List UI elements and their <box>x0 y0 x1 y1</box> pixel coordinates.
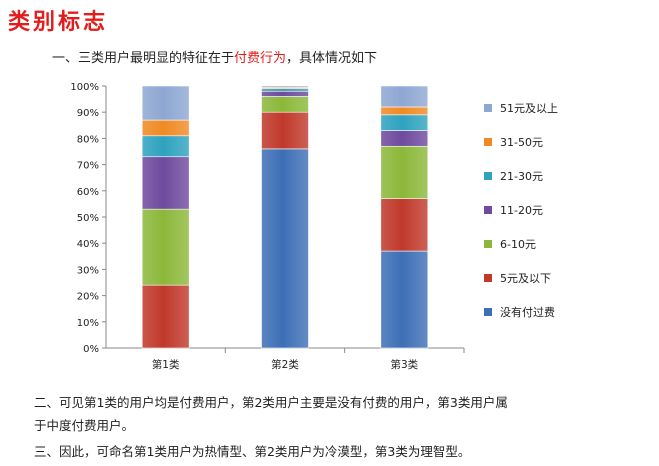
paragraph-two-line2: 于中度付费用户。 <box>34 418 135 433</box>
bar-segment <box>141 208 190 286</box>
legend-label: 21-30元 <box>500 170 543 183</box>
x-tick-label: 第1类 <box>152 358 180 371</box>
intro-line: 一、三类用户最明显的特征在于付费行为，具体情况如下 <box>52 47 377 66</box>
y-tick-label: 40% <box>77 239 99 250</box>
bar-segment <box>261 90 309 97</box>
y-tick-label: 30% <box>77 265 99 276</box>
bar-segment <box>380 106 429 116</box>
y-tick-label: 10% <box>77 318 99 329</box>
bar-segment <box>380 85 429 108</box>
page-title: 类别标志 <box>8 9 109 35</box>
legend-label: 没有付过费 <box>500 305 555 319</box>
y-tick-label: 20% <box>77 292 99 303</box>
legend-swatch <box>484 308 492 316</box>
legend-swatch <box>484 240 492 248</box>
y-tick-label: 80% <box>77 134 99 145</box>
y-tick-label: 0% <box>83 344 99 355</box>
bar-segment <box>261 111 309 150</box>
paragraph-two-line1: 二、可见第1类的用户均是付费用户，第2类用户主要是没有付费的用户，第3类用户属 <box>34 395 508 410</box>
y-tick-label: 50% <box>77 213 99 224</box>
bar-segment <box>141 135 190 158</box>
y-tick-label: 100% <box>70 82 99 93</box>
bar-segment <box>141 85 190 121</box>
intro-prefix: 一、三类用户最明显的特征在于 <box>52 51 235 66</box>
legend-label: 51元及以上 <box>500 102 558 115</box>
bar-segment <box>141 156 190 210</box>
bar-segment <box>141 119 190 137</box>
bar-segment <box>380 114 429 131</box>
legend-swatch <box>484 104 492 112</box>
x-tick-label: 第2类 <box>271 358 299 371</box>
bar-segment <box>261 96 309 113</box>
x-tick-label: 第3类 <box>390 358 418 371</box>
legend-swatch <box>484 138 492 146</box>
bar-segment <box>380 250 429 349</box>
bar-segment <box>261 148 309 349</box>
legend-label: 31-50元 <box>500 136 543 149</box>
legend-label: 5元及以下 <box>500 272 551 285</box>
bar-segment <box>141 284 190 349</box>
legend-swatch <box>484 274 492 282</box>
legend-swatch <box>484 206 492 214</box>
intro-suffix: ，具体情况如下 <box>286 51 378 66</box>
bar-segment <box>261 88 309 92</box>
stacked-bar-chart: 0% 10% 20% 30% 40% 50% 60% 70% 80% 90% 100% 第1类 第2类 第… <box>70 82 558 371</box>
bar-segment <box>380 130 429 147</box>
legend-label: 11-20元 <box>500 204 543 217</box>
legend-swatch <box>484 172 492 180</box>
paragraph-three: 三、因此，可命名第1类用户为热情型、第2类用户为冷漠型，第3类为理智型。 <box>34 444 471 459</box>
paragraph-two: 二、可见第1类的用户均是付费用户，第2类用户主要是没有付费的用户，第3类用户属 … <box>34 391 508 437</box>
bar-segment <box>261 85 309 88</box>
y-tick-label: 70% <box>77 161 99 172</box>
y-tick-label: 90% <box>77 108 99 119</box>
legend-label: 6-10元 <box>500 238 536 251</box>
bar-segment <box>380 145 429 199</box>
intro-highlight: 付费行为 <box>234 51 287 66</box>
bar-segment <box>380 198 429 252</box>
y-tick-label: 60% <box>77 187 99 198</box>
